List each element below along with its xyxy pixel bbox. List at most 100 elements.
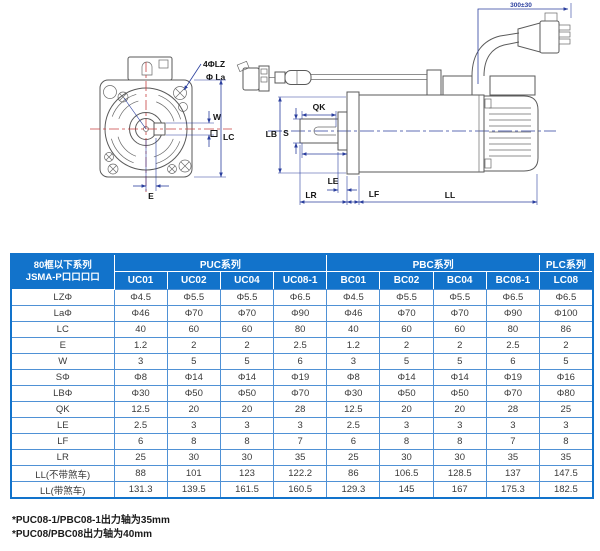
table-row: E 1.2 2 2 2.5 1.2 2 2 2.5 2 <box>10 337 594 354</box>
value-cell: 35 <box>538 449 594 466</box>
value-cell: 28 <box>273 401 328 418</box>
power-plug <box>539 20 560 54</box>
model-header: BC01 <box>326 271 381 290</box>
value-cell: Φ80 <box>538 385 594 402</box>
value-cell: 35 <box>273 449 328 466</box>
top-housing-left <box>442 75 473 96</box>
row-label: LL(带煞车) <box>10 481 115 499</box>
value-cell: 2.5 <box>113 417 168 434</box>
encoder-plug-pins <box>258 65 270 92</box>
spec-table: 80框以下系列 JSMA-P口口口口 PUC系列 PBC系列 PLC系列 UC0… <box>10 253 594 499</box>
value-cell: Φ19 <box>273 369 328 386</box>
value-cell: 30 <box>219 449 275 466</box>
value-cell: Φ30 <box>326 385 381 402</box>
value-cell: 7 <box>273 433 328 450</box>
value-cell: 129.3 <box>326 481 381 499</box>
value-cell: Φ14 <box>432 369 487 386</box>
value-cell: 40 <box>113 321 168 338</box>
value-cell: 6 <box>273 353 328 370</box>
value-cell: 86 <box>326 465 381 482</box>
lc-dim-label: LC <box>223 132 234 142</box>
value-cell: Φ6.5 <box>538 289 594 306</box>
value-cell: 5 <box>379 353 434 370</box>
value-cell: Φ14 <box>379 369 434 386</box>
series-title-line1: 80框以下系列 <box>33 260 92 271</box>
group-header-puc: PUC系列 <box>113 253 328 272</box>
row-label: SΦ <box>10 369 115 386</box>
value-cell: 2.5 <box>485 337 541 354</box>
value-cell: Φ14 <box>219 369 275 386</box>
value-cell: 20 <box>379 401 434 418</box>
slot-arcs-inner <box>116 99 176 159</box>
value-cell: 101 <box>166 465 221 482</box>
value-cell: Φ70 <box>219 305 275 322</box>
table-row: LL(不带煞车) 88 101 123 122.2 86 106.5 128.5 137 147.… <box>10 465 594 482</box>
s-dim-label: S <box>283 128 289 138</box>
row-label: QK <box>10 401 115 418</box>
value-cell: 5 <box>538 353 594 370</box>
value-cell: Φ5.5 <box>432 289 487 306</box>
cable-length-dim-label: 300±30 <box>510 2 532 9</box>
table-row: LF 6 8 8 7 6 8 8 7 8 <box>10 433 594 450</box>
value-cell: 3 <box>326 353 381 370</box>
value-cell: 20 <box>219 401 275 418</box>
square-symbol <box>210 130 218 137</box>
value-cell: 8 <box>379 433 434 450</box>
value-cell: 80 <box>485 321 541 338</box>
value-cell: 145 <box>379 481 434 499</box>
row-label: LC <box>10 321 115 338</box>
spec-table-body: LZΦ Φ4.5 Φ5.5 Φ5.5 Φ6.5 Φ4.5 Φ5.5 Φ5.5 Φ6.5 Φ6.5 L… <box>10 289 594 499</box>
value-cell: 131.3 <box>113 481 168 499</box>
terminal-keyhole <box>141 61 153 76</box>
value-cell: Φ100 <box>538 305 594 322</box>
value-cell: 60 <box>219 321 275 338</box>
value-cell: 6 <box>485 353 541 370</box>
value-cell: 2 <box>166 337 221 354</box>
value-cell: 3 <box>219 417 275 434</box>
value-cell: 20 <box>166 401 221 418</box>
value-cell: 8 <box>166 433 221 450</box>
top-housing-right <box>489 75 536 96</box>
value-cell: Φ70 <box>379 305 434 322</box>
value-cell: 5 <box>219 353 275 370</box>
value-cell: Φ90 <box>273 305 328 322</box>
value-cell: 2 <box>219 337 275 354</box>
value-cell: 3 <box>432 417 487 434</box>
row-label: W <box>10 353 115 370</box>
value-cell: 139.5 <box>166 481 221 499</box>
lb-dim-label: LB <box>266 129 277 139</box>
row-label: LR <box>10 449 115 466</box>
value-cell: Φ50 <box>379 385 434 402</box>
e-dim-label: E <box>148 191 154 201</box>
value-cell: Φ4.5 <box>326 289 381 306</box>
value-cell: 30 <box>432 449 487 466</box>
rear-clip-top <box>484 98 492 109</box>
value-cell: 147.5 <box>538 465 594 482</box>
rear-housing <box>484 95 539 172</box>
rear-clip-bottom <box>484 158 492 169</box>
value-cell: 20 <box>432 401 487 418</box>
rear-fins <box>489 107 531 157</box>
value-cell: Φ46 <box>113 305 168 322</box>
value-cell: 123 <box>219 465 275 482</box>
model-header: LC08 <box>538 271 594 290</box>
motor-side-view: 300±30 LB S QK LE <box>236 2 572 205</box>
table-row: LE 2.5 3 3 3 2.5 3 3 3 3 <box>10 417 594 434</box>
value-cell: 60 <box>432 321 487 338</box>
value-cell: 3 <box>166 417 221 434</box>
holes-dim-label: 4ΦLZ <box>203 59 225 69</box>
value-cell: 137 <box>485 465 541 482</box>
value-cell: Φ46 <box>326 305 381 322</box>
value-cell: Φ50 <box>432 385 487 402</box>
table-corner-header: 80框以下系列 JSMA-P口口口口 <box>10 253 115 290</box>
bolt-circle-leader <box>123 97 147 130</box>
value-cell: 60 <box>379 321 434 338</box>
le-dim-label: LE <box>328 176 339 186</box>
boss-dia-dim-label: Φ La <box>206 72 226 82</box>
model-header: UC04 <box>219 271 275 290</box>
value-cell: 167 <box>432 481 487 499</box>
table-row: LaΦ Φ46 Φ70 Φ70 Φ90 Φ46 Φ70 Φ70 Φ90 Φ100 <box>10 305 594 322</box>
value-cell: 3 <box>379 417 434 434</box>
value-cell: Φ8 <box>326 369 381 386</box>
